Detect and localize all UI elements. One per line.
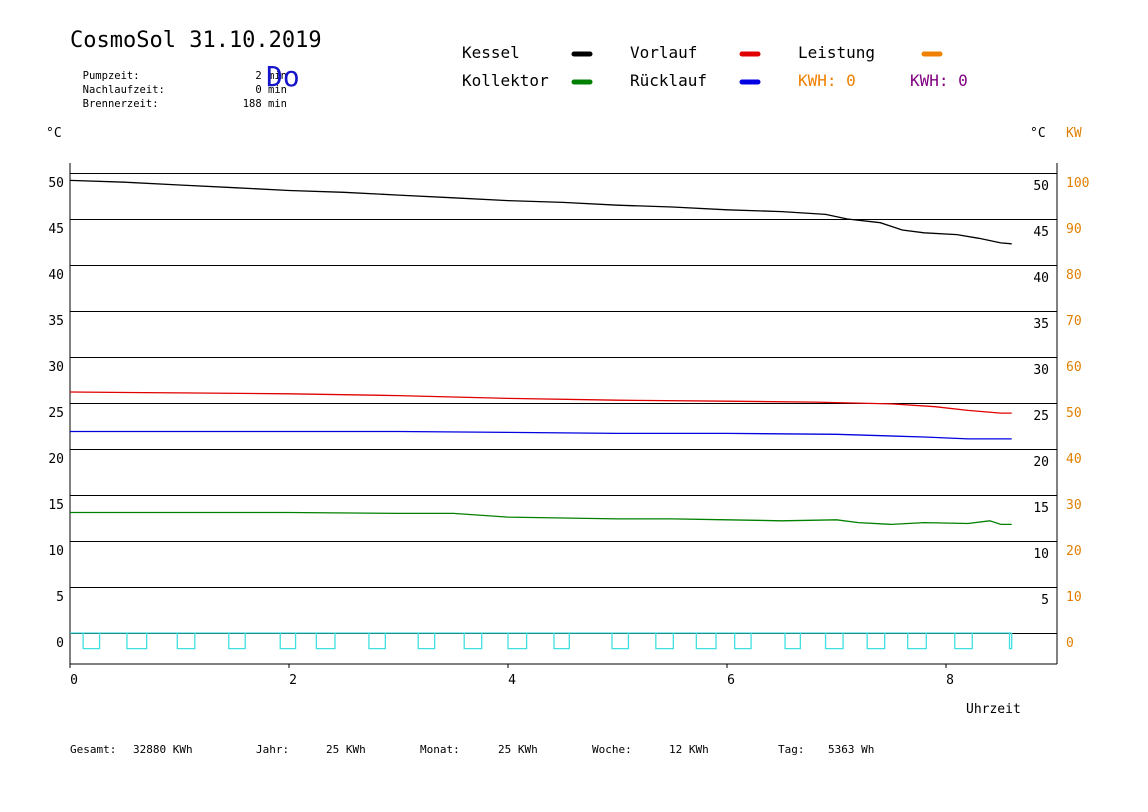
y-tick-right-35: 35	[1033, 317, 1049, 332]
brennerzeit-label: Brennerzeit:	[82, 98, 159, 110]
leistung-pulse-6	[368, 633, 387, 650]
nachlaufzeit-label: Nachlaufzeit:	[82, 84, 165, 96]
leistung-pulse-13	[695, 633, 717, 650]
y-tick-right-40: 40	[1033, 271, 1049, 286]
y-tick-left-30: 30	[48, 360, 64, 375]
leistung-pulse-7	[417, 633, 436, 650]
series-line-kessel	[69, 179, 1012, 245]
pumpzeit-value: 2 min	[255, 70, 287, 82]
footer-woche-label: Woche:	[592, 743, 632, 756]
weekday-label: Do	[266, 60, 300, 93]
x-tick-6: 6	[727, 673, 735, 688]
y-tick-left-45: 45	[48, 222, 64, 237]
y-tick-kw-100: 100	[1066, 176, 1089, 191]
y-tick-left-5: 5	[56, 590, 64, 605]
leistung-pulse-9	[507, 633, 528, 650]
leistung-pulse-2	[176, 633, 196, 650]
y-tick-right-50: 50	[1033, 179, 1049, 194]
pumpzeit-label: Pumpzeit:	[82, 70, 140, 82]
leistung-pulse-16	[824, 633, 844, 650]
y-tick-kw-30: 30	[1066, 498, 1082, 513]
footer-tag-value: 5363 Wh	[828, 743, 875, 756]
tick-layer: 0510152025303540455051015202530354045500…	[48, 176, 1089, 688]
series-line-kollektor	[70, 511, 1012, 526]
x-tick-0: 0	[70, 673, 78, 688]
y-tick-right-10: 10	[1033, 547, 1049, 562]
y-tick-left-25: 25	[48, 406, 64, 421]
y-tick-kw-10: 10	[1066, 590, 1082, 605]
leistung-pulse-11	[611, 633, 630, 650]
y-tick-right-20: 20	[1033, 455, 1049, 470]
y-tick-kw-50: 50	[1066, 406, 1082, 421]
grid-layer	[69, 51, 1058, 668]
footer-monat-label: Monat:	[420, 743, 460, 756]
y-tick-left-50: 50	[48, 176, 64, 191]
leistung-pulse-4	[279, 633, 297, 650]
footer-woche-value: 12 KWh	[669, 743, 709, 756]
legend-label-kessel: Kessel	[462, 43, 520, 62]
y-tick-kw-70: 70	[1066, 314, 1082, 329]
legend-label-vorlauf: Vorlauf	[630, 43, 698, 62]
leistung-pulse-10	[553, 633, 570, 650]
legend-label-kollektor: Kollektor	[462, 71, 549, 90]
footer-jahr-label: Jahr:	[256, 743, 290, 756]
y-tick-right-25: 25	[1033, 409, 1049, 424]
nachlaufzeit-value: 0 min	[255, 84, 287, 96]
footer-gesamt-value: 32880 KWh	[133, 743, 193, 756]
kw-axis-unit: KW	[1066, 126, 1082, 141]
legend-label-leistung: Leistung	[798, 43, 876, 62]
x-axis-label: Uhrzeit	[966, 702, 1021, 717]
leistung-pulse-20	[1008, 633, 1013, 650]
series-layer	[69, 179, 1012, 526]
leistung-pulse-0	[82, 633, 101, 650]
footer-monat-value: 25 KWh	[498, 743, 538, 756]
chart-title: CosmoSol 31.10.2019	[70, 28, 322, 53]
kwh-purple: KWH: 0	[910, 71, 968, 90]
leistung-pulse-1	[126, 633, 148, 650]
legend-label-ruecklauf: Rücklauf	[630, 71, 708, 90]
y-tick-right-45: 45	[1033, 225, 1049, 240]
leistung-pulse-8	[463, 633, 483, 650]
y-tick-left-10: 10	[48, 544, 64, 559]
x-tick-4: 4	[508, 673, 516, 688]
leistung-pulse-3	[228, 633, 246, 650]
y-tick-right-30: 30	[1033, 363, 1049, 378]
x-tick-8: 8	[946, 673, 954, 688]
series-line-vorlauf	[69, 391, 1012, 414]
y-tick-left-40: 40	[48, 268, 64, 283]
y-tick-left-20: 20	[48, 452, 64, 467]
leistung-pulse-12	[655, 633, 674, 650]
leistung-pulse-18	[907, 633, 927, 650]
leistung-pulse-15	[784, 633, 802, 650]
y-tick-left-0: 0	[56, 636, 64, 651]
y-tick-kw-90: 90	[1066, 222, 1082, 237]
leistung-pulse-19	[954, 633, 973, 650]
y-tick-kw-60: 60	[1066, 360, 1082, 375]
leistung-pulse-14	[734, 633, 752, 650]
pulse-layer	[70, 632, 1013, 650]
footer-tag-label: Tag:	[778, 743, 805, 756]
x-tick-2: 2	[289, 673, 297, 688]
right-axis-unit: °C	[1030, 126, 1046, 141]
leistung-pulse-5	[315, 633, 336, 650]
brennerzeit-value: 188 min	[242, 98, 287, 110]
series-line-ruecklauf	[70, 430, 1012, 440]
brennerzeit-stat: Brennerzeit: 188 min	[70, 86, 287, 110]
left-axis-unit: °C	[46, 126, 62, 141]
footer-jahr-value: 25 KWh	[326, 743, 366, 756]
y-tick-left-35: 35	[48, 314, 64, 329]
y-tick-kw-80: 80	[1066, 268, 1082, 283]
nachlaufzeit-stat: Nachlaufzeit: 0 min	[70, 72, 287, 96]
pumpzeit-stat: Pumpzeit: 2 min	[70, 58, 287, 82]
y-tick-kw-40: 40	[1066, 452, 1082, 467]
leistung-pulse-17	[866, 633, 886, 650]
kwh-orange: KWH: 0	[798, 71, 856, 90]
y-tick-kw-20: 20	[1066, 544, 1082, 559]
y-tick-right-5: 5	[1041, 593, 1049, 608]
y-tick-kw-0: 0	[1066, 636, 1074, 651]
footer-gesamt-label: Gesamt:	[70, 743, 117, 756]
y-tick-right-15: 15	[1033, 501, 1049, 516]
y-tick-left-15: 15	[48, 498, 64, 513]
